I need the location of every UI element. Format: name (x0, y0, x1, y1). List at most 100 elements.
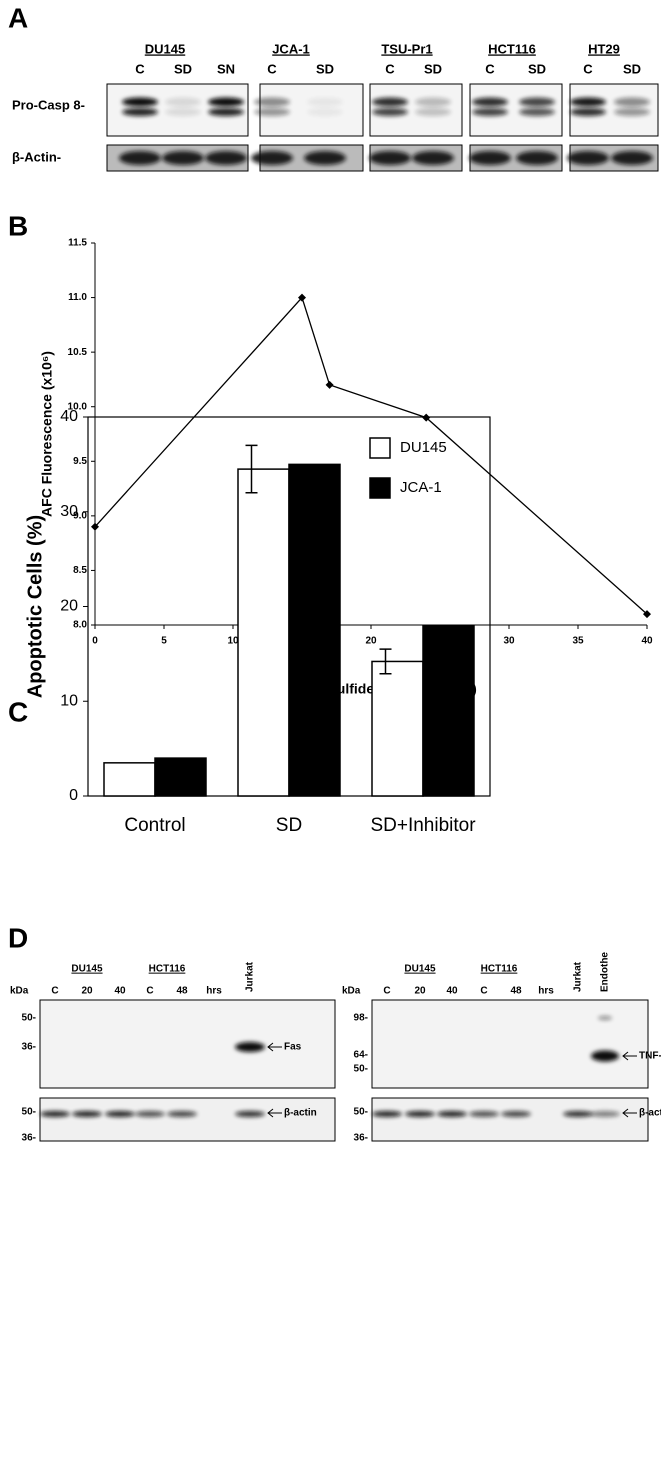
blot-band (135, 1111, 165, 1117)
blot-band (105, 1111, 135, 1117)
data-point (325, 380, 334, 389)
blot-band (415, 108, 451, 116)
y-tick-label: 9.5 (73, 456, 87, 467)
arrow (622, 1051, 637, 1061)
lane-label: SN (217, 61, 235, 76)
lane-label: Jurkat (573, 961, 584, 992)
y-axis-label: AFC Fluorescence (x10⁶) (39, 351, 55, 517)
lane-label: SD (174, 61, 192, 76)
bar (154, 757, 207, 797)
x-tick-label: SD (276, 815, 302, 836)
lane-label: Endothe (600, 952, 611, 992)
legend-swatch (369, 477, 391, 499)
blot-band (165, 108, 201, 116)
blot-frame (371, 999, 649, 1089)
lane-label: Jurkat (245, 961, 256, 992)
arrow (267, 1042, 282, 1052)
blot-band (519, 97, 555, 107)
x-tick-label: 10 (227, 636, 239, 647)
kda-label: kDa (10, 986, 29, 997)
lane-label: hrs (538, 986, 554, 997)
lane-group-label: HCT116 (149, 964, 186, 975)
bar (288, 463, 341, 797)
blot-band (415, 97, 451, 107)
lane-label: C (267, 61, 277, 76)
lane-label: C (135, 61, 145, 76)
lane-group-label: HT29 (588, 41, 620, 56)
blot-band (590, 1111, 620, 1117)
y-tick-label: 40 (60, 408, 78, 425)
mw-marker: 50- (354, 1064, 368, 1075)
lane-label: C (583, 61, 593, 76)
x-tick-label: 35 (572, 636, 584, 647)
blot-band (254, 97, 290, 107)
legend-swatch (369, 437, 391, 459)
blot-band (472, 108, 508, 116)
blot-band (162, 151, 204, 165)
panel-label: B (8, 210, 28, 241)
lane-label: 20 (81, 986, 93, 997)
blot-band (501, 1111, 531, 1117)
lane-label: C (485, 61, 495, 76)
y-axis-label: Apoptotic Cells (%) (24, 515, 46, 698)
blot-band (372, 1111, 402, 1117)
data-point (643, 610, 651, 619)
blot-band (567, 151, 609, 165)
mw-marker: 50- (22, 1013, 36, 1024)
blot-band (165, 97, 201, 107)
blot-band (369, 151, 411, 165)
lane-group-label: DU145 (71, 964, 103, 975)
y-tick-label: 11.0 (68, 292, 87, 303)
lane-group-label: TSU-Pr1 (381, 41, 432, 56)
blot-band (563, 1111, 593, 1117)
blot-band (598, 1016, 612, 1020)
blot-band (235, 1111, 265, 1117)
lane-label: C (385, 61, 395, 76)
data-point (91, 522, 99, 531)
lane-label: hrs (206, 986, 222, 997)
blot-band (167, 1111, 197, 1117)
blot-band (304, 151, 346, 165)
lane-label: 40 (114, 986, 126, 997)
lane-group-label: JCA-1 (272, 41, 310, 56)
lane-label: C (51, 986, 58, 997)
blot-band (437, 1111, 467, 1117)
lane-label: 48 (176, 986, 188, 997)
mw-marker: 50- (354, 1107, 368, 1118)
x-tick-label: 0 (92, 636, 98, 647)
blot-band (570, 97, 606, 107)
blot-band (472, 97, 508, 107)
blot-band (516, 151, 558, 165)
x-tick-label: 40 (641, 636, 653, 647)
data-point (422, 413, 431, 422)
blot-band (235, 1042, 265, 1052)
blot-band (40, 1111, 70, 1117)
panel-label: C (8, 696, 28, 727)
mw-marker: 64- (354, 1050, 368, 1061)
blot-band (251, 151, 293, 165)
y-tick-label: 9.0 (73, 510, 87, 521)
x-tick-label: Control (124, 815, 185, 836)
mw-marker: 98- (354, 1013, 368, 1024)
x-tick-label: 5 (161, 636, 167, 647)
bar (103, 762, 156, 797)
kda-label: kDa (342, 986, 361, 997)
legend-label: DU145 (400, 439, 447, 456)
blot-band (405, 1111, 435, 1117)
lane-label: SD (424, 61, 442, 76)
row-label: β-Actin- (12, 149, 61, 164)
mw-marker: 36- (22, 1042, 36, 1053)
lane-label: C (383, 986, 390, 997)
lane-label: 48 (510, 986, 522, 997)
blot-band (205, 151, 247, 165)
x-tick-label: 20 (365, 636, 377, 647)
y-tick-label: 10 (60, 692, 78, 709)
target-label: TNF-R (639, 1051, 661, 1062)
lane-group-label: HCT116 (488, 41, 536, 56)
lane-group-label: DU145 (145, 41, 185, 56)
x-tick-label: 30 (503, 636, 515, 647)
lane-label: 20 (414, 986, 426, 997)
blot-band (72, 1111, 102, 1117)
arrow (622, 1108, 637, 1118)
mw-marker: 36- (354, 1133, 368, 1144)
